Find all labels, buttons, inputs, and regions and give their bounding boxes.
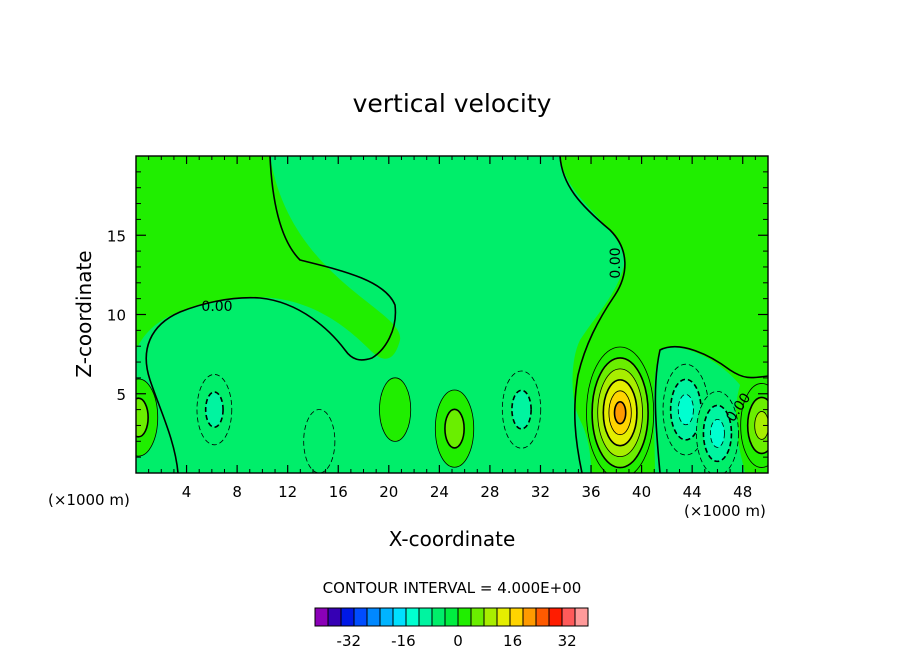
colorbar-swatch (483, 607, 498, 627)
x-tick-label: 8 (232, 483, 242, 501)
chart-title: vertical velocity (353, 89, 552, 118)
x-tick-label: 24 (430, 483, 449, 501)
x-tick-label: 16 (329, 483, 348, 501)
x-tick-label: 44 (683, 483, 702, 501)
zero-contour (145, 156, 397, 473)
zero-contour-far-right (654, 345, 768, 473)
colorbar-tick-label: -32 (337, 632, 362, 650)
contour-updraft (379, 377, 412, 442)
contour-interval-text: CONTOUR INTERVAL = 4.000E+00 (323, 579, 582, 597)
colorbar-swatch (470, 607, 485, 627)
y-axis-label: Z-coordinate (72, 250, 96, 377)
x-tick-label: 20 (379, 483, 398, 501)
colorbar-swatch (392, 607, 407, 627)
colorbar-swatch (509, 607, 524, 627)
colorbar-swatch (561, 607, 576, 627)
y-axis: 5 10 15 (107, 171, 768, 458)
x-axis: 4 8 12 16 20 24 28 32 36 40 44 48 (148, 156, 756, 501)
colorbar-tick-label: 0 (453, 632, 463, 650)
plot-area (136, 156, 768, 473)
colorbar-swatch (327, 607, 342, 627)
contour-downdraft (204, 391, 224, 429)
x-tick-label: 48 (733, 483, 752, 501)
contour-downdraft (710, 418, 725, 448)
colorbar-swatch (379, 607, 394, 627)
contour-updraft (754, 411, 768, 440)
zero-contour-right (559, 156, 626, 473)
y-tick-label: 15 (107, 227, 126, 245)
x-unit-label-left: (×1000 m) (48, 491, 130, 509)
colorbar-swatch (314, 607, 329, 627)
colorbar: -32 -16 0 16 32 (314, 607, 589, 650)
x-tick-label: 12 (278, 483, 297, 501)
y-tick-label: 10 (107, 307, 126, 325)
y-tick-label: 5 (116, 386, 126, 404)
colorbar-swatch (431, 607, 446, 627)
colorbar-swatch (340, 607, 355, 627)
colorbar-swatch (522, 607, 537, 627)
x-axis-label: X-coordinate (389, 527, 516, 551)
colorbar-swatch (418, 607, 433, 627)
contour-label: 0.00 (608, 247, 624, 278)
contour-downdraft (511, 389, 532, 430)
contour-updraft (613, 401, 627, 425)
x-tick-label: 40 (632, 483, 651, 501)
x-tick-label: 32 (531, 483, 550, 501)
colorbar-swatch (444, 607, 459, 627)
negative-region (136, 156, 625, 473)
x-tick-label: 28 (480, 483, 499, 501)
contour-blobs (136, 346, 768, 473)
x-tick-label: 36 (581, 483, 600, 501)
colorbar-swatch (535, 607, 550, 627)
colorbar-swatch (496, 607, 511, 627)
colorbar-swatch (366, 607, 381, 627)
contour-label: 0.00 (201, 299, 232, 315)
colorbar-tick-label: 32 (558, 632, 577, 650)
contour-updraft (136, 397, 149, 438)
colorbar-swatch (353, 607, 368, 627)
colorbar-tick-label: -16 (391, 632, 416, 650)
x-tick-label: 4 (182, 483, 192, 501)
colorbar-swatch (457, 607, 472, 627)
colorbar-swatch (548, 607, 563, 627)
contour-downdraft (303, 409, 336, 473)
colorbar-swatch (405, 607, 420, 627)
contour-downdraft (677, 394, 694, 426)
colorbar-swatch (574, 607, 589, 627)
contour-updraft (444, 408, 465, 449)
x-unit-label-right: (×1000 m) (684, 502, 766, 520)
colorbar-tick-label: 16 (503, 632, 522, 650)
